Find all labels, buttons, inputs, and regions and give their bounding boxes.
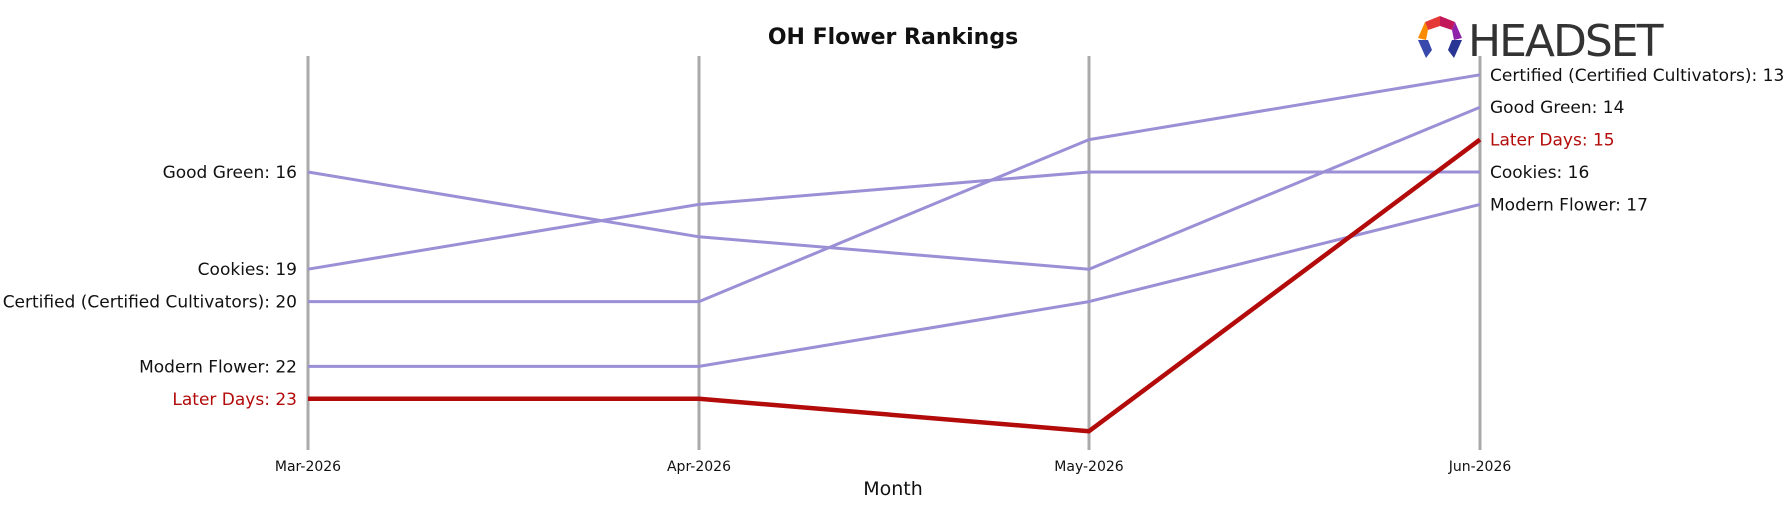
start-rank-label: Later Days: 23 xyxy=(172,390,297,410)
end-rank-label: Later Days: 15 xyxy=(1490,131,1615,151)
start-rank-label: Certified (Certified Cultivators): 20 xyxy=(3,293,297,313)
x-tick-label: Jun-2026 xyxy=(1448,459,1512,475)
series-lines xyxy=(307,73,1482,434)
end-rank-label: Cookies: 16 xyxy=(1490,163,1589,183)
end-rank-label: Certified (Certified Cultivators): 13 xyxy=(1490,66,1784,86)
chart-title: OH Flower Rankings xyxy=(768,25,1018,50)
end-rank-label: Modern Flower: 17 xyxy=(1490,195,1648,215)
end-rank-label: Good Green: 14 xyxy=(1490,98,1624,118)
x-axis-label: Month xyxy=(863,478,923,500)
series-line-later-days xyxy=(308,137,1482,434)
headset-logo-icon xyxy=(1418,16,1462,58)
series-line-good-green xyxy=(307,105,1481,271)
grid-lines xyxy=(306,56,1482,450)
x-tick-label: Apr-2026 xyxy=(667,459,731,475)
start-rank-label: Cookies: 19 xyxy=(198,260,297,280)
series-line-modern-flower xyxy=(308,202,1481,368)
x-tick-labels: Mar-2026 Apr-2026 May-2026 Jun-2026 xyxy=(275,459,1511,475)
series-line-certified-certified-cultivators xyxy=(308,73,1481,304)
end-rank-labels: Certified (Certified Cultivators): 13 Goo… xyxy=(1490,66,1784,216)
headset-logo: HEADSET xyxy=(1418,16,1666,67)
x-tick-label: Mar-2026 xyxy=(275,459,341,475)
series-line-cookies xyxy=(307,170,1480,271)
logo-text: HEADSET xyxy=(1468,16,1664,67)
start-rank-label: Modern Flower: 22 xyxy=(139,357,297,377)
start-rank-labels: Good Green: 16 Cookies: 19 Certified (Cert… xyxy=(3,163,297,410)
x-tick-label: May-2026 xyxy=(1054,459,1123,475)
start-rank-label: Good Green: 16 xyxy=(163,163,297,183)
